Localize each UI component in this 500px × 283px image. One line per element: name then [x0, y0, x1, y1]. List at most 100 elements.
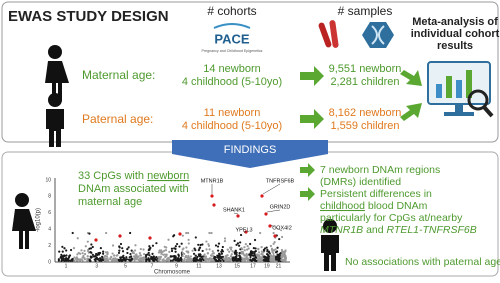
point	[84, 245, 87, 248]
point	[97, 253, 101, 256]
point	[210, 231, 213, 235]
y-tick-label: 4	[48, 227, 51, 233]
highlight-point	[273, 234, 277, 238]
point	[139, 254, 142, 257]
point	[225, 256, 228, 260]
point	[236, 242, 240, 245]
point	[208, 231, 211, 235]
point	[181, 234, 184, 237]
point	[223, 258, 226, 261]
point	[117, 251, 121, 255]
point	[221, 245, 224, 249]
gene-label: MTNR1B	[201, 178, 224, 184]
point	[149, 246, 152, 250]
highlight-point	[264, 212, 268, 216]
highlight-point	[118, 234, 122, 238]
point	[260, 257, 263, 260]
point	[226, 248, 229, 251]
point	[110, 259, 114, 262]
point	[169, 259, 172, 262]
point	[207, 244, 211, 248]
point	[223, 239, 227, 243]
point	[243, 257, 246, 260]
point	[172, 235, 175, 238]
point	[95, 252, 98, 256]
leader-line	[262, 183, 281, 195]
point	[170, 247, 174, 250]
gene-label: GRIN2D	[270, 204, 291, 210]
point	[81, 256, 84, 259]
point	[81, 252, 84, 255]
point	[142, 256, 146, 259]
point	[238, 254, 241, 257]
point	[79, 258, 82, 261]
point	[187, 251, 190, 254]
x-tick-label: 11	[196, 263, 201, 269]
highlight-point	[260, 194, 264, 198]
point	[121, 256, 124, 259]
point	[241, 251, 244, 254]
point	[266, 253, 269, 256]
point	[246, 248, 249, 251]
point	[231, 258, 234, 261]
point	[275, 258, 278, 261]
point	[179, 256, 182, 260]
point	[176, 242, 179, 246]
point	[106, 252, 109, 256]
cohort-text: 4 childhood (5-10yo)	[182, 76, 282, 88]
point	[125, 256, 128, 259]
highlight-point	[178, 232, 182, 236]
point	[252, 246, 255, 250]
point	[224, 255, 227, 258]
point	[123, 257, 126, 260]
point	[82, 254, 85, 257]
point	[90, 243, 93, 246]
point	[145, 257, 148, 261]
sample-icons	[318, 20, 394, 48]
point	[134, 249, 137, 252]
point	[238, 257, 241, 260]
point	[201, 249, 204, 253]
point	[105, 231, 108, 235]
point	[130, 258, 133, 261]
sample-text: 1,559 children	[330, 120, 399, 132]
paternal-text: No associations with paternal age	[345, 256, 500, 268]
point	[191, 249, 194, 252]
point	[235, 243, 238, 246]
point	[113, 254, 116, 257]
point	[234, 258, 237, 261]
point	[76, 237, 79, 240]
point	[245, 252, 248, 256]
point	[91, 245, 94, 249]
point	[230, 253, 233, 256]
highlight-point	[244, 230, 248, 234]
point	[278, 253, 282, 256]
point	[138, 252, 141, 255]
point	[176, 257, 179, 261]
point	[239, 241, 242, 244]
y-tick-label: 6	[48, 210, 51, 216]
point	[238, 251, 241, 255]
point	[145, 259, 148, 263]
point	[165, 254, 168, 258]
summary-text: maternal age	[78, 196, 142, 208]
point	[197, 253, 200, 256]
point	[203, 253, 206, 256]
bullet-arrows	[300, 163, 315, 201]
point	[65, 254, 68, 257]
point	[250, 252, 253, 255]
point	[118, 246, 121, 249]
point	[229, 258, 233, 261]
point	[229, 248, 233, 251]
meta-text: results	[437, 40, 473, 52]
point	[164, 249, 168, 252]
point	[141, 258, 144, 261]
x-tick-label: 1	[65, 263, 68, 269]
point	[151, 252, 154, 255]
logo-tagline: Pregnancy and Childhood Epigenetics	[202, 49, 263, 53]
x-tick-label: 19	[264, 263, 270, 269]
highlight-point	[94, 238, 98, 242]
point	[221, 250, 225, 253]
sample-text: 8,162 newborn	[329, 107, 402, 119]
point	[260, 250, 263, 253]
